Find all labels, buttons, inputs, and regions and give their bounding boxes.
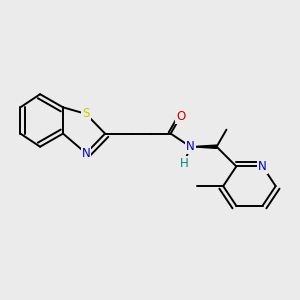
Polygon shape: [190, 145, 217, 148]
Text: S: S: [82, 107, 90, 120]
Text: N: N: [82, 147, 90, 160]
Text: N: N: [258, 160, 267, 173]
Text: O: O: [176, 110, 185, 123]
Text: H: H: [179, 157, 188, 170]
Text: N: N: [186, 140, 195, 153]
